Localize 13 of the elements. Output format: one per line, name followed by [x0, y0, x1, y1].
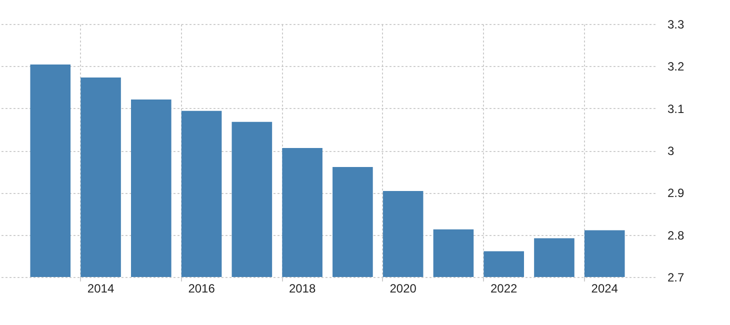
y-tick-label: 2.8: [668, 228, 685, 242]
x-tick-label: 2020: [390, 282, 417, 296]
y-tick-label: 3.3: [668, 18, 685, 32]
x-tick-label: 2016: [188, 282, 216, 296]
y-tick-label: 2.7: [668, 270, 685, 284]
x-tick-label: 2018: [288, 282, 316, 296]
x-tick-label: 2022: [490, 282, 518, 296]
y-tick-label: 3.2: [668, 60, 685, 74]
x-tick-label: 2014: [87, 282, 114, 296]
y-tick-label: 3.1: [668, 102, 685, 116]
y-tick-label: 3: [668, 144, 674, 158]
y-tick-label: 2.9: [668, 186, 685, 200]
x-tick-label: 2024: [591, 282, 618, 296]
